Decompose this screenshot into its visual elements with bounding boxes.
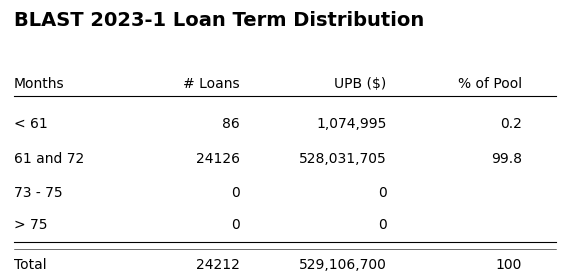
Text: 99.8: 99.8 [491,152,522,166]
Text: < 61: < 61 [14,117,48,131]
Text: 24126: 24126 [196,152,240,166]
Text: # Loans: # Loans [183,77,240,91]
Text: 100: 100 [496,258,522,272]
Text: 0: 0 [231,218,240,232]
Text: 528,031,705: 528,031,705 [299,152,386,166]
Text: 0: 0 [231,186,240,200]
Text: 0: 0 [378,186,386,200]
Text: > 75: > 75 [14,218,47,232]
Text: 73 - 75: 73 - 75 [14,186,63,200]
Text: BLAST 2023-1 Loan Term Distribution: BLAST 2023-1 Loan Term Distribution [14,11,424,30]
Text: Total: Total [14,258,47,272]
Text: UPB ($): UPB ($) [335,77,386,91]
Text: 0: 0 [378,218,386,232]
Text: Months: Months [14,77,64,91]
Text: % of Pool: % of Pool [458,77,522,91]
Text: 24212: 24212 [196,258,240,272]
Text: 61 and 72: 61 and 72 [14,152,84,166]
Text: 0.2: 0.2 [500,117,522,131]
Text: 529,106,700: 529,106,700 [299,258,386,272]
Text: 86: 86 [222,117,240,131]
Text: 1,074,995: 1,074,995 [316,117,386,131]
